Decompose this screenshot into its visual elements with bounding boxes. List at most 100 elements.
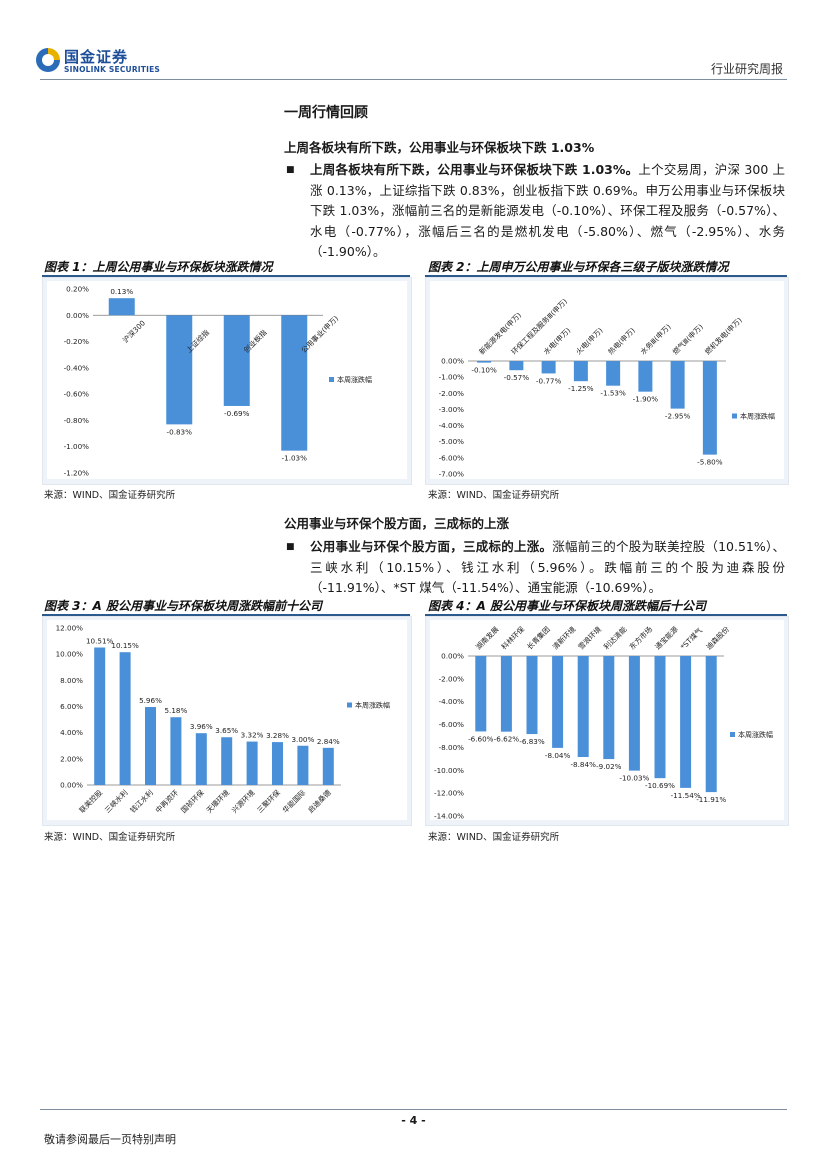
fig4-title: 图表 4：A 股公用事业与环保板块周涨跌幅后十公司: [428, 599, 706, 613]
fig4-box: 0.00% -2.00% -4.00% -6.00% -8.00% -10.00% -12.…: [425, 616, 789, 826]
category-label: 迪森股份: [704, 625, 731, 652]
y-tick-label: 8.00%: [60, 676, 83, 685]
data-label: 10.15%: [111, 641, 139, 650]
bar: [702, 361, 717, 455]
fig2-chart: 0.00% -1.00% -2.00% -3.00% -4.00% -5.00% -6.00…: [430, 281, 784, 479]
bar: [577, 656, 589, 758]
fig3-chart: 12.00% 10.00% 8.00% 6.00% 4.00% 2.00% 0.00% 10.…: [47, 620, 407, 820]
data-label: 3.32%: [241, 731, 264, 740]
subsection1-lead: 上周各板块有所下跌，公用事业与环保板块下跌 1.03%。: [310, 162, 639, 177]
fig4-chart: 0.00% -2.00% -4.00% -6.00% -8.00% -10.00% -12.…: [430, 620, 784, 820]
bar: [108, 298, 135, 316]
bar: [272, 742, 283, 785]
data-label: -1.03%: [282, 454, 308, 463]
fig1-title: 图表 1：上周公用事业与环保板块涨跌情况: [44, 260, 273, 274]
fig3-title: 图表 3：A 股公用事业与环保板块周涨跌幅前十公司: [44, 599, 322, 613]
subsection2-lead: 公用事业与环保个股方面，三成标的上涨。: [310, 539, 553, 554]
data-label: -11.54%: [671, 791, 701, 800]
data-label: -0.83%: [167, 427, 193, 436]
bar: [223, 315, 250, 406]
legend-swatch: [329, 377, 334, 382]
category-label: 三聚环保: [255, 787, 282, 814]
subsection1-body: 上个交易周，沪深 300 上涨 0.13%，上证综指下跌 0.83%，创业板指下…: [310, 162, 785, 259]
bar: [628, 656, 640, 771]
y-tick-label: -12.00%: [434, 789, 464, 798]
bar: [297, 745, 309, 785]
data-label: -10.03%: [619, 774, 649, 783]
data-label: -8.84%: [570, 760, 596, 769]
bar: [166, 315, 193, 425]
legend-label: 本周涨跌幅: [740, 412, 775, 421]
category-label: 联美控股: [77, 788, 104, 815]
y-tick-label: -8.00%: [439, 743, 465, 752]
company-name-en: SINOLINK SECURITIES: [64, 65, 161, 74]
y-tick-label: -4.00%: [439, 421, 465, 430]
category-label: 中再资环: [154, 788, 181, 815]
y-tick-label: 0.20%: [66, 285, 89, 294]
data-label: 5.96%: [139, 696, 162, 705]
y-tick-label: -1.00%: [64, 442, 90, 451]
bar: [170, 717, 182, 785]
fig3-title-underline: [42, 614, 410, 616]
bar: [221, 737, 233, 785]
legend-swatch: [347, 702, 352, 708]
category-label: 湖南发展: [474, 625, 501, 652]
bar: [541, 361, 556, 374]
category-label: 三峡水利: [103, 788, 130, 815]
logo-inner: [42, 54, 54, 66]
y-tick-label: -7.00%: [439, 470, 465, 479]
category-label: *ST煤气: [679, 626, 704, 651]
category-label: 天壕环境: [204, 788, 231, 815]
fig4-title-underline: [425, 614, 787, 616]
data-label: -6.83%: [519, 737, 545, 746]
y-tick-label: -1.20%: [64, 469, 90, 478]
legend-swatch: [730, 732, 735, 737]
subsection2-title: 公用事业与环保个股方面，三成标的上涨: [284, 516, 510, 531]
bar: [195, 733, 207, 785]
data-label: -6.60%: [468, 734, 494, 743]
y-tick-label: 10.00%: [56, 650, 84, 659]
category-label: 燃气Ⅲ(申万): [671, 322, 705, 356]
category-label: 利达清能: [602, 625, 629, 652]
data-label: 5.18%: [164, 706, 187, 715]
bar: [603, 656, 615, 760]
bar: [654, 656, 666, 779]
y-tick-label: -3.00%: [439, 405, 465, 414]
bar: [145, 707, 156, 785]
bar: [680, 656, 692, 788]
data-label: 3.00%: [291, 735, 314, 744]
category-label: 火电(申万): [574, 326, 605, 357]
y-tick-label: 0.00%: [60, 781, 83, 790]
legend-label: 本周涨跌幅: [337, 375, 372, 384]
fig2-source: 来源：WIND、国金证券研究所: [428, 490, 560, 501]
bar: [477, 361, 492, 363]
fig4-source: 来源：WIND、国金证券研究所: [428, 832, 560, 843]
data-label: -6.62%: [494, 735, 520, 744]
bar: [475, 656, 487, 732]
data-label: 3.96%: [190, 722, 213, 731]
fig1-source: 来源：WIND、国金证券研究所: [44, 490, 176, 501]
category-label: 华能国际: [281, 788, 308, 815]
bar: [526, 656, 538, 735]
y-tick-label: -4.00%: [439, 697, 465, 706]
legend-label: 本周涨跌幅: [355, 701, 390, 710]
category-label: 环保工程及服务Ⅲ(申万): [509, 297, 569, 357]
data-label: -0.57%: [504, 373, 530, 382]
category-label: 燃机发电(申万): [703, 315, 744, 356]
data-label: 0.13%: [110, 287, 133, 296]
category-label: 水电(申万): [542, 326, 573, 357]
y-tick-label: -0.40%: [64, 363, 90, 372]
subsection2-body: 涨幅前三的个股为联美控股（10.51%）、三峡水利（10.15%）、钱江水利（5…: [310, 539, 785, 595]
data-label: -0.69%: [224, 409, 250, 418]
bar: [322, 747, 334, 785]
fig2-title-underline: [425, 275, 787, 277]
y-tick-label: 0.00%: [441, 357, 464, 366]
y-tick-label: -6.00%: [439, 453, 465, 462]
category-label: 清新环境: [551, 625, 578, 652]
category-label: 兴源环境: [230, 788, 257, 815]
data-label: 3.65%: [215, 726, 238, 735]
y-tick-label: -5.00%: [439, 437, 465, 446]
y-tick-label: 2.00%: [60, 754, 83, 763]
data-label: -0.10%: [471, 366, 497, 375]
bar: [500, 656, 512, 732]
